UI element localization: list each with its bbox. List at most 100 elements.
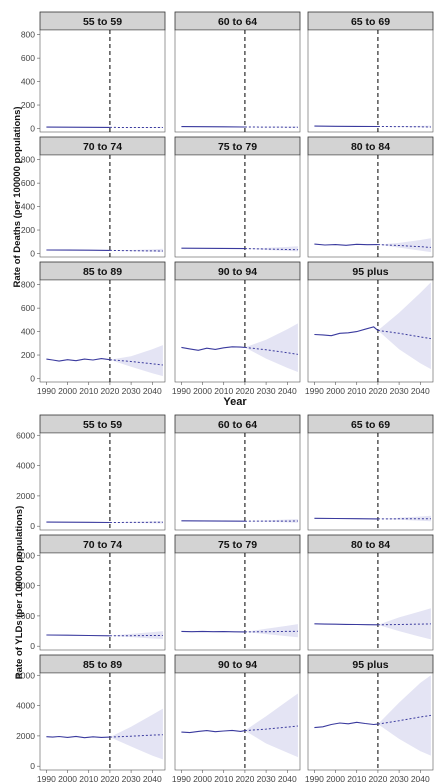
- observed-line: [46, 735, 110, 739]
- x-tick-label: 2010: [347, 386, 366, 396]
- x-tick-label: 2040: [411, 774, 430, 783]
- x-tick-label: 2040: [143, 386, 162, 396]
- observed-line: [46, 634, 110, 637]
- observed-line: [181, 729, 246, 734]
- facet-title: 85 to 89: [83, 659, 122, 671]
- uncertainty-band: [377, 282, 431, 370]
- panel-frame: [307, 29, 434, 133]
- x-tick-label: 2040: [278, 774, 297, 783]
- panel-frame: [39, 154, 166, 258]
- y-tick-label: 2000: [16, 731, 35, 741]
- y-tick-label: 6000: [16, 550, 35, 560]
- panel-95-plus: 95 plus 1990 2000 2010 2020 2030 2040: [305, 654, 434, 783]
- facet-title: 90 to 94: [218, 266, 257, 278]
- x-tick-label: 2040: [278, 386, 297, 396]
- panel-75-to-79: 75 to 79: [174, 136, 301, 258]
- panel-80-to-84: 80 to 84: [307, 136, 434, 258]
- y-tick-label: 600: [21, 303, 35, 313]
- panel-frame: [307, 552, 434, 651]
- uncertainty-band: [377, 125, 431, 128]
- uncertainty-band: [244, 323, 298, 372]
- x-tick-label: 2000: [326, 774, 345, 783]
- x-tick-label: 2010: [79, 386, 98, 396]
- x-tick-label: 2020: [368, 774, 387, 783]
- x-tick-label: 2040: [143, 774, 162, 783]
- facet-title: 80 to 84: [351, 141, 390, 153]
- x-tick-label: 2000: [193, 386, 212, 396]
- uncertainty-band: [244, 519, 298, 523]
- y-tick-label: 0: [30, 123, 35, 133]
- panel-frame: [174, 29, 301, 133]
- chart-2: 55 to 59 0 2000 4000 6000 60 to 64 65 to 69 70 …: [14, 414, 434, 783]
- uncertainty-band: [244, 246, 298, 252]
- y-axis-title: Rate of YLDs (per 100000 populations): [14, 506, 25, 680]
- y-tick-label: 0: [30, 641, 35, 651]
- panel-frame: [307, 154, 434, 258]
- x-tick-label: 2020: [235, 774, 254, 783]
- forecast-line: [377, 714, 431, 725]
- x-tick-label: 2030: [257, 774, 276, 783]
- facet-title: 65 to 69: [351, 419, 390, 431]
- panel-80-to-84: 80 to 84: [307, 534, 434, 651]
- panel-frame: [39, 432, 166, 531]
- observed-line: [314, 623, 378, 626]
- uncertainty-band: [109, 345, 163, 377]
- facet-title: 85 to 89: [83, 266, 122, 278]
- y-tick-label: 6000: [16, 430, 35, 440]
- facet-title: 70 to 74: [83, 141, 122, 153]
- uncertainty-band: [244, 624, 298, 638]
- x-axis-title: Year: [223, 396, 247, 408]
- uncertainty-band: [244, 126, 298, 128]
- y-tick-label: 400: [21, 327, 35, 337]
- chart-1: 55 to 59 0 200 400 600 800 60 to 64 65 to 69 70 …: [12, 11, 434, 408]
- x-tick-label: 2030: [390, 774, 409, 783]
- uncertainty-band: [109, 708, 163, 760]
- uncertainty-band: [377, 238, 431, 253]
- uncertainty-band: [109, 631, 163, 640]
- x-tick-label: 2010: [214, 386, 233, 396]
- uncertainty-band: [244, 693, 298, 758]
- x-tick-label: 2020: [100, 386, 119, 396]
- panel-75-to-79: 75 to 79: [174, 534, 301, 651]
- panel-55-to-59: 55 to 59 0 200 400 600 800: [21, 11, 166, 133]
- panel-95-plus: 95 plus 1990 2000 2010 2020 2030 2040: [305, 261, 434, 396]
- y-tick-label: 0: [30, 373, 35, 383]
- x-tick-label: 2010: [347, 774, 366, 783]
- panel-90-to-94: 90 to 94 1990 2000 2010 2020 2030 2040: [172, 654, 301, 783]
- observed-line: [314, 326, 379, 337]
- x-tick-label: 2030: [390, 386, 409, 396]
- x-tick-label: 2010: [214, 774, 233, 783]
- facet-title: 95 plus: [352, 266, 388, 278]
- y-tick-label: 0: [30, 248, 35, 258]
- x-tick-label: 2000: [193, 774, 212, 783]
- observed-line: [314, 517, 378, 520]
- x-tick-label: 2040: [411, 386, 430, 396]
- panel-frame: [174, 279, 301, 383]
- facet-title: 55 to 59: [83, 16, 122, 28]
- panel-frame: [39, 29, 166, 133]
- uncertainty-band: [377, 608, 431, 640]
- x-tick-label: 2010: [79, 774, 98, 783]
- facet-title: 90 to 94: [218, 659, 257, 671]
- x-tick-label: 1990: [172, 774, 191, 783]
- panel-65-to-69: 65 to 69: [307, 11, 434, 133]
- observed-line: [181, 346, 245, 351]
- y-tick-label: 4000: [16, 461, 35, 471]
- x-tick-label: 2000: [58, 386, 77, 396]
- y-tick-label: 800: [21, 155, 35, 165]
- observed-line: [181, 630, 245, 633]
- y-tick-label: 200: [21, 350, 35, 360]
- uncertainty-band: [109, 248, 163, 253]
- forecast-line: [377, 329, 431, 340]
- y-tick-label: 4000: [16, 581, 35, 591]
- panel-60-to-64: 60 to 64: [174, 414, 301, 531]
- uncertainty-band: [377, 515, 431, 522]
- x-tick-label: 1990: [172, 386, 191, 396]
- panel-frame: [174, 432, 301, 531]
- facet-title: 60 to 64: [218, 16, 257, 28]
- x-tick-label: 1990: [37, 386, 56, 396]
- y-tick-label: 200: [21, 100, 35, 110]
- panel-frame: [307, 432, 434, 531]
